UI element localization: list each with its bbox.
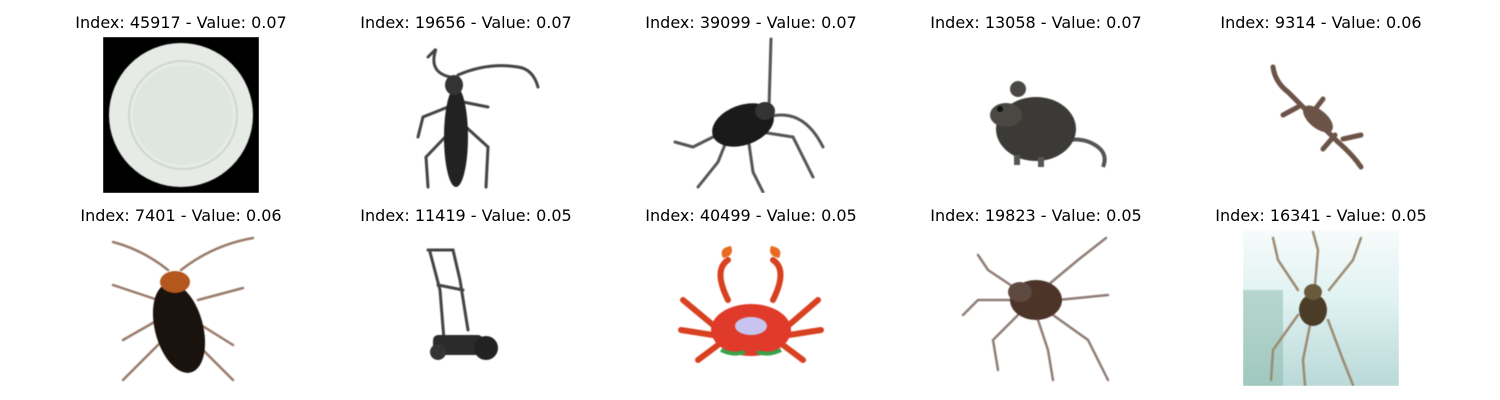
lawn-mower-image [388,230,544,386]
cockroach-image [103,230,259,386]
grid-tile: Index: 9314 - Value: 0.06 [1196,13,1446,193]
tile-caption: Index: 16341 - Value: 0.05 [1215,206,1427,225]
crab-image [673,230,829,386]
tile-caption: Index: 45917 - Value: 0.07 [75,13,287,32]
grid-tile: Index: 45917 - Value: 0.07 [56,13,306,193]
plate-image [103,37,259,193]
tile-caption: Index: 9314 - Value: 0.06 [1220,13,1422,32]
tile-caption: Index: 40499 - Value: 0.05 [645,206,857,225]
tile-caption: Index: 19656 - Value: 0.07 [360,13,572,32]
grid-tile: Index: 13058 - Value: 0.07 [911,13,1161,193]
grid-tile: Index: 40499 - Value: 0.05 [626,206,876,386]
tile-caption: Index: 11419 - Value: 0.05 [360,206,572,225]
grid-tile: Index: 19656 - Value: 0.07 [341,13,591,193]
tile-caption: Index: 19823 - Value: 0.05 [930,206,1142,225]
spider-image [1243,230,1399,386]
tile-caption: Index: 39099 - Value: 0.07 [645,13,857,32]
grid-tile: Index: 11419 - Value: 0.05 [341,206,591,386]
grid-tile: Index: 39099 - Value: 0.07 [626,13,876,193]
spider-image [958,230,1114,386]
cricket-image [673,37,829,193]
grid-tile: Index: 16341 - Value: 0.05 [1196,206,1446,386]
grid-tile: Index: 19823 - Value: 0.05 [911,206,1161,386]
mouse-image [958,37,1114,193]
beetle-image [388,37,544,193]
tile-caption: Index: 7401 - Value: 0.06 [80,206,282,225]
grid-tile: Index: 7401 - Value: 0.06 [56,206,306,386]
tile-caption: Index: 13058 - Value: 0.07 [930,13,1142,32]
lizard-image [1243,37,1399,193]
